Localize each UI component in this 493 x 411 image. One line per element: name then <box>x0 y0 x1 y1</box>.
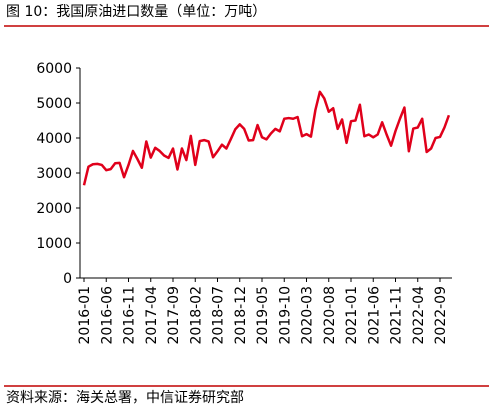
y-tick-label: 2000 <box>36 201 72 217</box>
y-tick-label: 6000 <box>36 61 72 77</box>
source: 资料来源：海关总署，中信证券研究部 <box>6 390 244 406</box>
x-tick-label: 2022-09 <box>433 286 449 345</box>
x-tick-label: 2021-11 <box>389 286 405 345</box>
x-tick-label: 2019-10 <box>277 286 293 345</box>
x-tick-label: 2016-01 <box>77 286 93 345</box>
y-tick-label: 4000 <box>36 131 72 147</box>
x-tick-label: 2021-01 <box>344 286 360 345</box>
x-tick-label: 2021-06 <box>366 286 382 345</box>
chart-title: 图 10：我国原油进口数量（单位：万吨） <box>6 4 266 20</box>
x-tick-label: 2020-03 <box>300 286 316 345</box>
data-line <box>82 90 451 186</box>
y-tick-label: 5000 <box>36 96 72 112</box>
x-tick-label: 2016-11 <box>122 286 138 345</box>
x-tick-label: 2018-02 <box>188 286 204 345</box>
x-tick-label: 2022-04 <box>411 286 427 345</box>
x-tick-label: 2018-12 <box>233 286 249 345</box>
y-tick-label: 3000 <box>36 166 72 182</box>
y-tick-label: 1000 <box>36 236 72 252</box>
x-tick-label: 2017-04 <box>144 286 160 345</box>
x-tick-label: 2016-06 <box>99 286 115 345</box>
y-tick-label: 0 <box>63 271 72 287</box>
x-tick-label: 2019-05 <box>255 286 271 345</box>
x-tick-label: 2018-07 <box>211 286 227 345</box>
x-tick-label: 2020-08 <box>322 286 338 345</box>
x-tick-label: 2017-09 <box>166 286 182 345</box>
